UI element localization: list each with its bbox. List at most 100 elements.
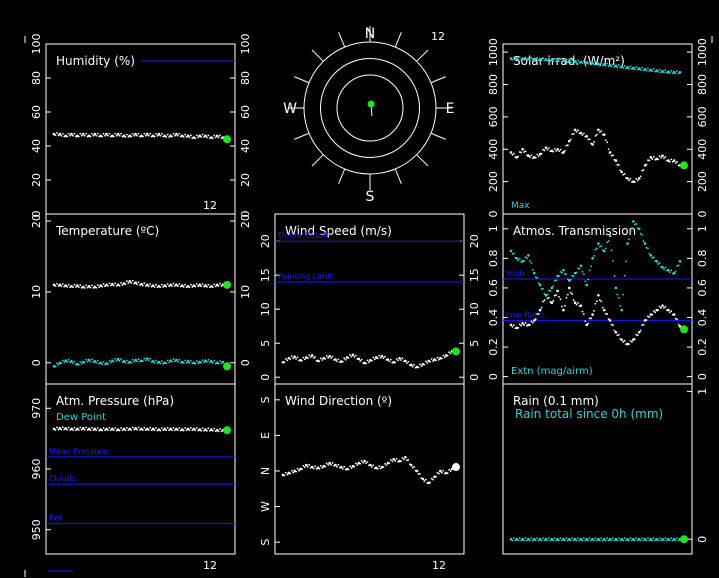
humidity-point-s0 — [159, 134, 162, 137]
transmission-point-s1 — [622, 293, 625, 296]
transmission-point-s1 — [626, 242, 629, 245]
transmission-point-s1 — [608, 234, 612, 238]
temperature-point-s0 — [85, 284, 87, 287]
compass-tick — [311, 154, 324, 167]
transmission-point-s0 — [509, 323, 513, 327]
transmission-point-s1 — [537, 282, 540, 285]
transmission-point-s0 — [572, 299, 575, 302]
humidity-title: Humidity (%) — [56, 54, 135, 68]
wind_speed-point-s0 — [325, 355, 328, 357]
humidity-point-s0 — [120, 132, 122, 135]
transmission-point-s0 — [648, 316, 651, 319]
temperature-point-s0 — [145, 283, 149, 287]
solar-point-s1 — [559, 148, 562, 151]
solar-point-s1 — [649, 156, 653, 159]
pressure-point-s0 — [171, 429, 173, 432]
transmission-point-s1 — [594, 248, 597, 251]
solar-point-s1 — [585, 134, 589, 138]
temperature-point-s1 — [188, 361, 191, 364]
temperature-point-s1 — [80, 362, 83, 365]
pressure-point-s0 — [95, 429, 98, 432]
wind_direction-point-s0 — [437, 472, 440, 475]
transmission-point-s0 — [600, 300, 603, 303]
wind_direction-point-s0 — [379, 467, 382, 470]
transmission-point-s1 — [635, 222, 638, 225]
rain-point-s0 — [651, 539, 654, 542]
temperature-point-s0 — [169, 283, 172, 287]
solar-current-marker — [680, 161, 688, 170]
transmission-point-s1 — [670, 269, 673, 272]
rain-point-s0 — [667, 537, 670, 541]
temperature-point-s1 — [219, 360, 221, 363]
solar-point-s0 — [511, 58, 514, 61]
humidity-point-s0 — [165, 136, 168, 138]
wind_direction-point-s0 — [324, 465, 327, 468]
temperature-point-s0 — [143, 282, 146, 285]
humidity-point-s0 — [60, 134, 63, 137]
wind_speed-point-s0 — [318, 360, 321, 363]
wind_direction-point-s0 — [423, 480, 426, 482]
temperature-point-s1 — [182, 362, 185, 364]
transmission-ytick-label-left: 0.2 — [487, 338, 500, 356]
wind_speed-point-s0 — [440, 357, 443, 360]
temperature-title: Temperature (ºC) — [55, 224, 159, 238]
solar-point-s1 — [552, 150, 555, 153]
humidity-point-s0 — [198, 134, 201, 138]
humidity-point-s0 — [67, 132, 70, 135]
temperature-point-s1 — [178, 358, 181, 361]
rain-point-s0 — [558, 539, 560, 542]
humidity-point-s0 — [207, 134, 210, 137]
transmission-point-s0 — [584, 320, 587, 323]
pressure-point-s0 — [112, 429, 115, 432]
pressure-point-s0 — [57, 428, 60, 431]
wind_direction-current-marker — [452, 463, 460, 472]
pressure-point-s0 — [160, 427, 163, 429]
wind_speed-ytick-label-left: 10 — [259, 302, 272, 316]
transmission-point-s0 — [567, 286, 571, 290]
transmission-point-s0 — [676, 318, 678, 321]
transmission-point-s0 — [610, 323, 613, 326]
temperature-point-s0 — [95, 286, 98, 289]
solar-point-s0 — [637, 67, 641, 70]
transmission-point-s1 — [658, 262, 661, 264]
solar-point-s1 — [573, 128, 577, 132]
rain-point-s0 — [536, 537, 539, 539]
pressure-point-s0 — [153, 429, 156, 432]
solar-point-s0 — [598, 64, 601, 67]
humidity-point-s0 — [101, 135, 103, 138]
wind_direction-point-s0 — [389, 458, 392, 461]
temperature-point-s1 — [77, 363, 80, 366]
humidity-point-s0 — [81, 132, 85, 136]
solar-point-s0 — [594, 61, 597, 64]
solar-point-s0 — [655, 69, 658, 72]
transmission-point-s1 — [674, 270, 677, 273]
transmission-point-s0 — [565, 296, 568, 299]
transmission-point-s1 — [517, 259, 520, 262]
humidity-point-s0 — [141, 135, 144, 138]
transmission-point-s1 — [553, 279, 556, 282]
wind_speed-point-s0 — [314, 356, 316, 358]
humidity-point-s0 — [174, 134, 176, 137]
humidity-ytick-label-left: 0 — [30, 211, 43, 218]
temperature-point-s1 — [134, 358, 137, 362]
rain-point-s0 — [588, 537, 591, 539]
wind_speed-point-s0 — [327, 356, 330, 359]
solar-point-s1 — [577, 129, 579, 132]
solar-point-s0 — [620, 65, 624, 68]
temperature-point-s0 — [60, 285, 63, 288]
transmission-point-s1 — [524, 256, 527, 259]
transmission-point-s0 — [667, 308, 670, 312]
transmission-point-s0 — [674, 317, 677, 320]
solar-point-s1 — [608, 151, 612, 154]
compass-south: S — [366, 189, 375, 205]
temperature-point-s0 — [217, 285, 220, 287]
transmission-point-s0 — [626, 342, 629, 346]
humidity-point-s0 — [83, 134, 86, 137]
solar-point-s1 — [523, 151, 526, 153]
wind_speed-point-s0 — [353, 356, 356, 358]
transmission-point-s0 — [622, 341, 625, 343]
transmission-point-s1 — [677, 264, 680, 267]
transmission-point-s0 — [527, 323, 530, 327]
solar-point-s0 — [600, 61, 603, 64]
pressure-point-s0 — [61, 426, 64, 429]
